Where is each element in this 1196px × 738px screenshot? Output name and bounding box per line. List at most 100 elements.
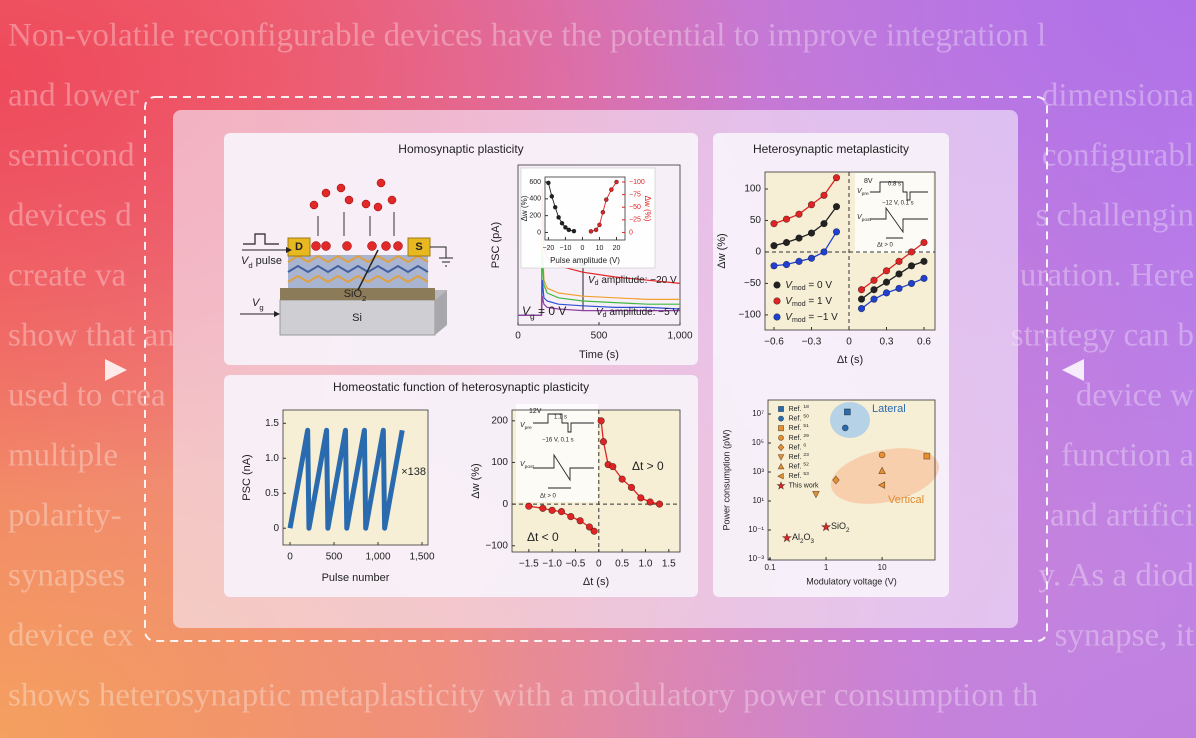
text-segment: Ref. xyxy=(789,444,804,451)
y-tick-label: 100 xyxy=(744,184,761,195)
atom xyxy=(376,178,386,188)
plot-frame xyxy=(764,171,936,331)
text-segment: V xyxy=(520,461,526,468)
data-point xyxy=(571,228,577,234)
text-segment: Ref. xyxy=(789,406,804,413)
annotation: Vpost xyxy=(857,214,872,223)
data-point xyxy=(895,284,903,293)
data-point xyxy=(609,463,617,471)
text-segment: post xyxy=(525,464,535,470)
x-tick-label: −0.5 xyxy=(566,559,586,570)
data-point xyxy=(841,424,849,432)
legend-marker xyxy=(773,313,781,321)
boundary-line xyxy=(357,249,379,291)
x-tick-label: 0 xyxy=(580,245,584,252)
data-point xyxy=(548,506,556,514)
y-tick-label: 200 xyxy=(491,415,508,426)
annotation: 8V xyxy=(864,178,873,185)
pulse-waveform xyxy=(870,206,928,234)
data-point xyxy=(877,481,886,489)
background-text-line: uration. Here xyxy=(1020,258,1194,294)
text-segment: d xyxy=(603,312,607,319)
data-point xyxy=(576,517,584,525)
background-text-line: synapse, it xyxy=(1055,618,1194,654)
data-point xyxy=(563,225,568,230)
x-axis-label: Pulse amplitude (V) xyxy=(550,256,620,265)
text-segment: 52 xyxy=(803,461,809,467)
text-segment: = 0 V xyxy=(806,280,833,291)
y-tick-label: 50 xyxy=(750,215,762,226)
x-tick-label: 1 xyxy=(824,563,829,572)
data-point xyxy=(557,508,566,516)
text-segment: post xyxy=(862,217,872,223)
text-segment: V xyxy=(252,297,261,309)
legend-marker xyxy=(777,443,785,452)
annotation: 12V xyxy=(529,408,542,415)
data-point xyxy=(552,204,558,210)
data-point xyxy=(832,203,841,211)
background-text-line: device ex xyxy=(8,618,134,654)
annotation: Lateral xyxy=(872,403,906,415)
data-point xyxy=(770,262,778,270)
x-tick-label: 10 xyxy=(878,563,887,572)
y-tick-label: 10³ xyxy=(752,467,764,476)
legend-marker xyxy=(776,480,786,490)
x-axis-label: Pulse number xyxy=(322,572,390,584)
x-tick-label: 1.0 xyxy=(639,559,653,570)
text-segment: mod xyxy=(792,285,806,292)
y-tick-label: 1.5 xyxy=(265,418,279,429)
y-tick-label: 10¹ xyxy=(752,496,764,505)
dashed-frame xyxy=(144,96,1048,642)
legend-label: Vmod = −1 V xyxy=(785,312,838,325)
data-point xyxy=(907,248,916,256)
data-point xyxy=(795,234,803,242)
legend-label: Ref. 23 xyxy=(789,452,810,461)
y2-tick-label: −100 xyxy=(629,179,645,186)
next-arrow[interactable] xyxy=(105,359,127,381)
data-point xyxy=(593,227,599,233)
text-segment: V xyxy=(520,422,526,429)
data-point xyxy=(585,523,594,531)
annotation: Vpost xyxy=(520,461,535,470)
x-tick-label: 1,500 xyxy=(410,552,435,563)
atom xyxy=(344,195,354,205)
x-tick-label: 0.6 xyxy=(917,337,931,348)
oxide-layer xyxy=(280,288,435,300)
previous-arrow[interactable] xyxy=(1062,359,1084,381)
data-point xyxy=(907,262,916,270)
annotation: Vpre xyxy=(857,188,869,197)
text-segment: mod xyxy=(792,301,806,308)
data-point xyxy=(597,417,605,425)
oxide-label: SiO2 xyxy=(344,288,367,303)
legend-marker xyxy=(777,454,785,461)
legend-marker xyxy=(777,472,784,480)
legend-label: Ref. 50 xyxy=(789,413,810,422)
text-segment: O xyxy=(804,532,811,542)
x-tick-label: 1.5 xyxy=(662,559,676,570)
text-segment: d xyxy=(248,261,252,270)
x-tick-label: 500 xyxy=(326,552,343,563)
data-point xyxy=(820,220,828,228)
y-axis-label: Δw (%) xyxy=(520,195,529,221)
drain-label: D xyxy=(295,241,303,253)
data-point xyxy=(878,451,886,459)
data-point xyxy=(588,229,594,234)
text-segment: mod xyxy=(792,317,806,324)
text-segment: Ref. xyxy=(789,473,804,480)
data-point xyxy=(770,242,778,250)
data-point xyxy=(807,229,816,237)
text-segment: 50 xyxy=(803,413,809,419)
text-segment: d xyxy=(595,280,599,287)
lattice xyxy=(287,254,429,264)
group-region xyxy=(830,448,940,504)
y-tick-label: 400 xyxy=(529,196,541,203)
x-tick-label: 0 xyxy=(596,559,602,570)
x-tick-label: −20 xyxy=(542,245,554,252)
x-tick-label: −1.0 xyxy=(542,559,562,570)
text-segment: Al xyxy=(792,532,800,542)
y2-tick-label: −50 xyxy=(629,204,641,211)
text-segment: pre xyxy=(862,191,869,197)
legend-label: This work xyxy=(789,483,819,490)
ground-symbol xyxy=(430,246,453,267)
text-segment: SiO xyxy=(831,521,846,531)
